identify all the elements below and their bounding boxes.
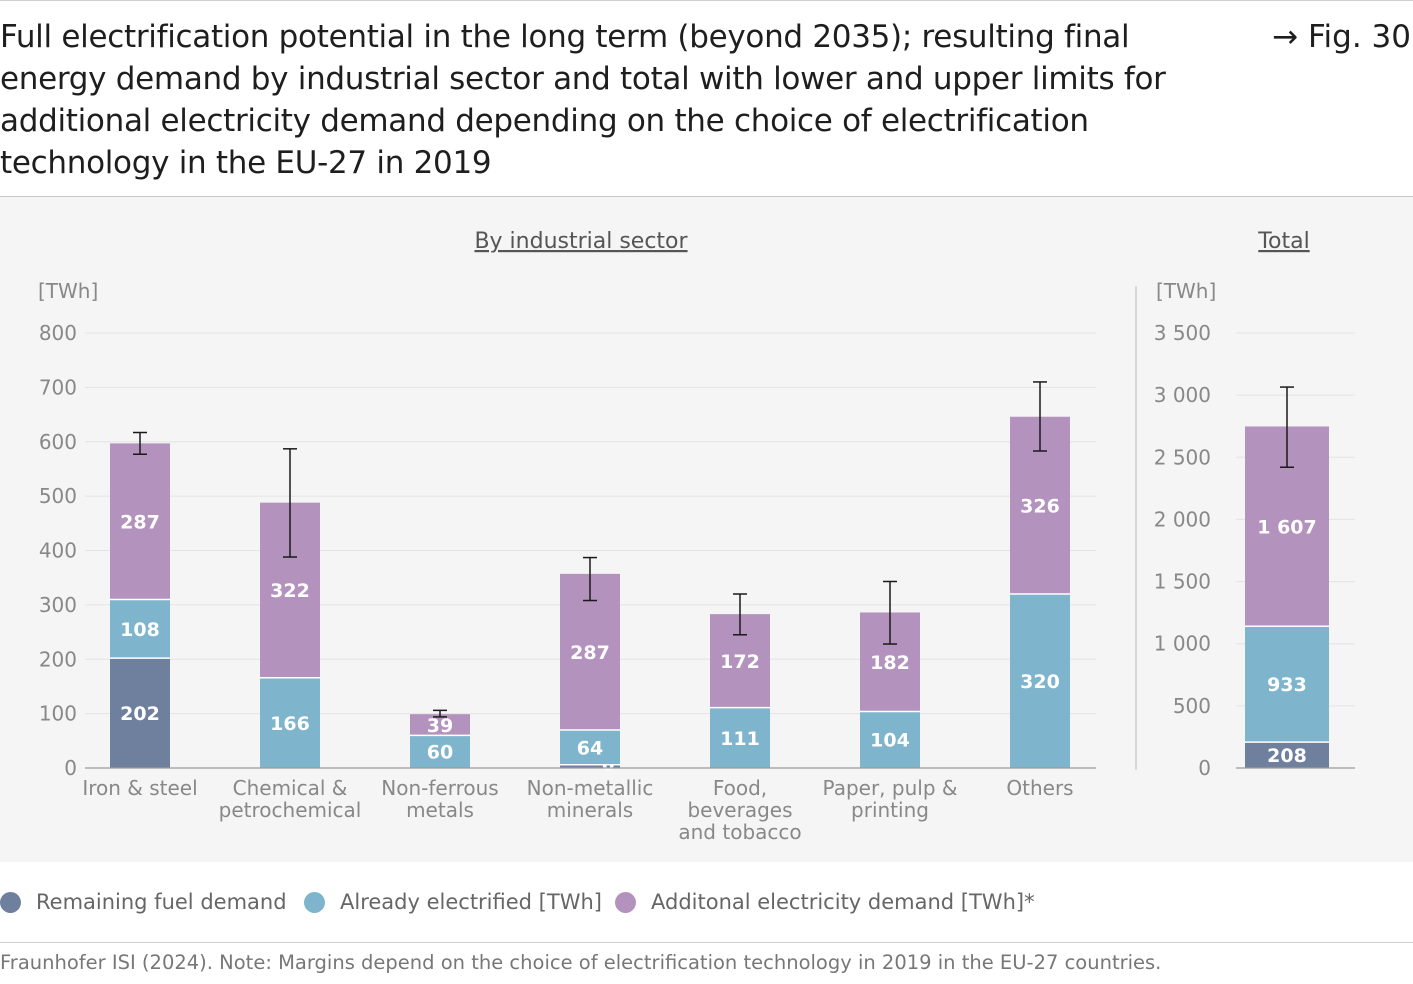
y-tick-label: 600 — [39, 430, 77, 454]
data-label: 202 — [120, 703, 160, 725]
legend-item-additional-electricity: Additonal electricity demand [TWh]* — [615, 890, 1035, 914]
bar-segment — [860, 711, 920, 768]
data-label: 111 — [720, 728, 760, 750]
data-label: 326 — [1020, 495, 1060, 517]
legend-label: Remaining fuel demand — [36, 890, 287, 914]
legend-item-remaining-fuel: Remaining fuel demand — [0, 890, 287, 914]
bar-segment — [110, 599, 170, 659]
y-tick-label: 500 — [39, 484, 77, 508]
y-tick-label: 2 500 — [1154, 445, 1211, 469]
x-tick-label: Non-ferrous — [381, 776, 498, 800]
data-label: 108 — [120, 619, 160, 641]
x-tick-label: Paper, pulp & — [823, 776, 958, 800]
panel-title: Total — [1257, 229, 1309, 254]
y-axis-unit: [TWh] — [38, 279, 98, 303]
bar-segment — [560, 764, 620, 768]
x-tick-label: Others — [1006, 776, 1073, 800]
data-label: 166 — [270, 713, 310, 735]
bar-segment — [710, 707, 770, 768]
bar-segment — [560, 729, 620, 765]
bar-segment — [260, 677, 320, 768]
bar-segment — [410, 714, 470, 736]
data-label: 287 — [570, 642, 610, 664]
x-tick-label: Chemical & — [233, 776, 348, 800]
x-tick-label: beverages — [687, 798, 792, 822]
legend-swatch — [615, 891, 636, 913]
x-tick-label: and tobacco — [678, 820, 801, 844]
y-tick-label: 2 000 — [1154, 507, 1211, 531]
y-tick-label: 200 — [39, 647, 77, 671]
x-tick-label: metals — [406, 798, 474, 822]
x-tick-label: Food, — [713, 776, 767, 800]
y-tick-label: 0 — [64, 756, 77, 780]
panel-title: By industrial sector — [474, 229, 688, 254]
chart-title: Full electrification potential in the lo… — [0, 19, 1166, 181]
y-tick-label: 800 — [39, 321, 77, 345]
bar-segment — [1245, 626, 1329, 743]
bar-segment — [410, 735, 470, 768]
x-tick-label: petrochemical — [219, 798, 362, 822]
legend-label: Additonal electricity demand [TWh]* — [651, 890, 1035, 914]
figure-reference: → Fig. 30 — [1272, 19, 1411, 55]
x-tick-label: Iron & steel — [82, 776, 197, 800]
bar-segment — [110, 443, 170, 600]
y-tick-label: 1 000 — [1154, 632, 1211, 656]
legend: Remaining fuel demand Already electrifie… — [0, 890, 1413, 922]
source-note: Fraunhofer ISI (2024). Note: Margins dep… — [0, 951, 1162, 974]
x-tick-label: Non-metallic — [527, 776, 654, 800]
y-tick-label: 700 — [39, 375, 77, 399]
x-tick-label: printing — [851, 798, 929, 822]
data-label: 60 — [427, 742, 453, 764]
y-tick-label: 3 000 — [1154, 383, 1211, 407]
x-tick-label: minerals — [547, 798, 633, 822]
y-tick-label: 1 500 — [1154, 570, 1211, 594]
data-label: 64 — [577, 737, 603, 759]
bar-segment — [1010, 594, 1070, 768]
y-tick-label: 300 — [39, 593, 77, 617]
legend-label: Already electrified [TWh] — [340, 890, 602, 914]
y-tick-label: 3 500 — [1154, 321, 1211, 345]
bar-segment — [110, 658, 170, 768]
legend-item-already-electrified: Already electrified [TWh] — [304, 890, 602, 914]
legend-swatch — [0, 891, 21, 913]
top-rule — [0, 0, 1413, 1]
data-label: 39 — [427, 715, 453, 737]
chart-panel — [0, 197, 1413, 862]
data-label: 208 — [1267, 745, 1307, 767]
legend-swatch — [304, 891, 325, 913]
data-label: 320 — [1020, 671, 1060, 693]
title-rule — [0, 196, 1413, 197]
data-label: 322 — [270, 580, 310, 602]
y-tick-label: 100 — [39, 702, 77, 726]
source-rule — [0, 942, 1413, 943]
data-label: 287 — [120, 511, 160, 533]
y-tick-label: 400 — [39, 539, 77, 563]
data-label: 933 — [1267, 674, 1307, 696]
bar-segment — [1245, 742, 1329, 768]
data-label: 182 — [870, 652, 910, 674]
data-label: 104 — [870, 730, 910, 752]
data-label: 172 — [720, 651, 760, 673]
y-tick-label: 500 — [1173, 694, 1211, 718]
y-tick-label: 0 — [1198, 756, 1211, 780]
y-axis-unit: [TWh] — [1156, 279, 1216, 303]
data-label: 1 607 — [1257, 516, 1317, 538]
